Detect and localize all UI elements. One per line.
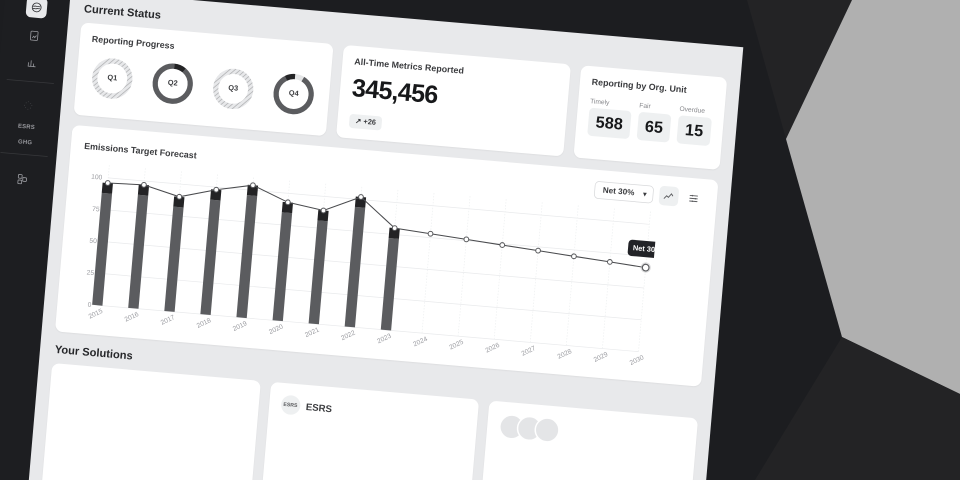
svg-text:2027: 2027 bbox=[521, 345, 538, 358]
svg-text:2029: 2029 bbox=[593, 351, 610, 364]
svg-text:50: 50 bbox=[89, 238, 97, 246]
svg-text:2015: 2015 bbox=[88, 308, 105, 321]
svg-text:2016: 2016 bbox=[124, 311, 141, 324]
svg-text:2023: 2023 bbox=[376, 333, 393, 346]
svg-text:2024: 2024 bbox=[412, 336, 429, 349]
svg-text:2026: 2026 bbox=[484, 342, 501, 355]
svg-text:0: 0 bbox=[87, 302, 92, 309]
svg-text:75: 75 bbox=[92, 206, 100, 214]
svg-text:2030: 2030 bbox=[629, 354, 646, 367]
svg-text:100: 100 bbox=[91, 174, 103, 182]
svg-text:2025: 2025 bbox=[448, 339, 465, 352]
svg-text:2019: 2019 bbox=[232, 320, 249, 333]
svg-text:2018: 2018 bbox=[196, 317, 213, 330]
svg-text:2020: 2020 bbox=[268, 323, 285, 336]
svg-text:25: 25 bbox=[86, 269, 94, 277]
svg-text:2022: 2022 bbox=[340, 329, 357, 342]
svg-text:2017: 2017 bbox=[160, 314, 177, 327]
svg-text:2021: 2021 bbox=[304, 326, 321, 339]
svg-text:2028: 2028 bbox=[557, 348, 574, 361]
